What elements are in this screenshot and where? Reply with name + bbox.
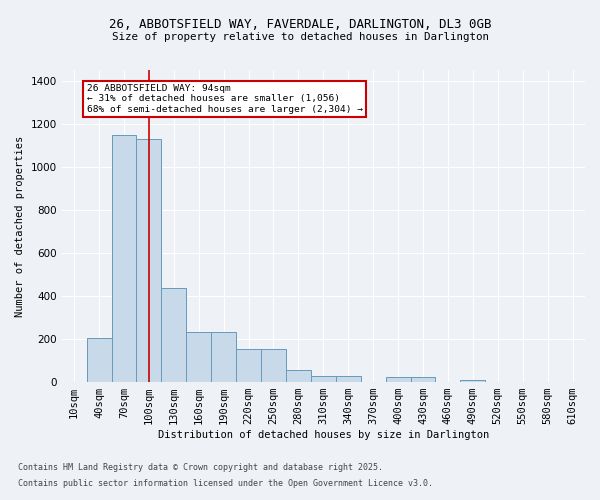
- Text: Contains HM Land Registry data © Crown copyright and database right 2025.: Contains HM Land Registry data © Crown c…: [18, 464, 383, 472]
- Bar: [286, 370, 311, 382]
- Bar: [410, 376, 436, 382]
- Bar: [460, 380, 485, 382]
- Text: 26 ABBOTSFIELD WAY: 94sqm
← 31% of detached houses are smaller (1,056)
68% of se: 26 ABBOTSFIELD WAY: 94sqm ← 31% of detac…: [86, 84, 362, 114]
- Text: Contains public sector information licensed under the Open Government Licence v3: Contains public sector information licen…: [18, 478, 433, 488]
- Text: 26, ABBOTSFIELD WAY, FAVERDALE, DARLINGTON, DL3 0GB: 26, ABBOTSFIELD WAY, FAVERDALE, DARLINGT…: [109, 18, 491, 30]
- Bar: [311, 376, 336, 382]
- Bar: [261, 348, 286, 382]
- X-axis label: Distribution of detached houses by size in Darlington: Distribution of detached houses by size …: [158, 430, 489, 440]
- Bar: [386, 376, 410, 382]
- Bar: [211, 332, 236, 382]
- Bar: [86, 338, 112, 382]
- Bar: [236, 348, 261, 382]
- Bar: [336, 376, 361, 382]
- Y-axis label: Number of detached properties: Number of detached properties: [15, 136, 25, 316]
- Bar: [161, 288, 186, 382]
- Text: Size of property relative to detached houses in Darlington: Size of property relative to detached ho…: [112, 32, 488, 42]
- Bar: [112, 134, 136, 382]
- Bar: [186, 332, 211, 382]
- Bar: [136, 139, 161, 382]
